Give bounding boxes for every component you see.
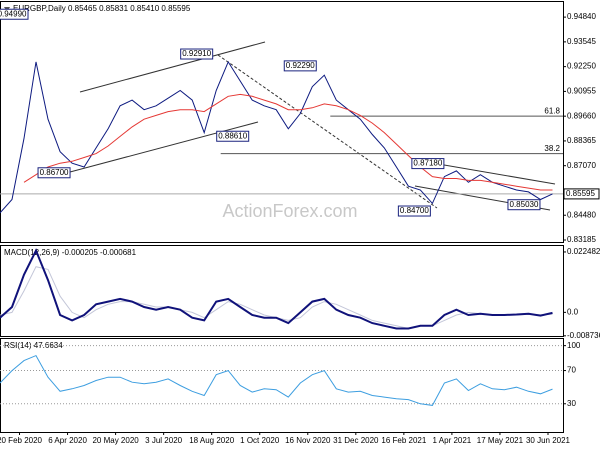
price-annotation: 0.92910 [182, 49, 211, 58]
price-annotation: 0.94990 [0, 9, 27, 18]
y-tick-label: -0.008736 [567, 331, 600, 340]
y-tick-label: 0.83185 [567, 235, 596, 244]
x-tick-label: 18 Aug 2020 [189, 436, 234, 445]
price-annotation-box [180, 48, 214, 60]
series-line [0, 354, 553, 406]
price-annotation: 0.87180 [413, 159, 442, 168]
macd-title: MACD(12,26,9) -0.000205 -0.000681 [4, 248, 137, 257]
price-annotation: 0.86700 [40, 168, 69, 177]
series-line [23, 93, 553, 191]
y-tick-label: 0.92250 [567, 62, 596, 71]
rsi-frame [0, 338, 564, 433]
x-tick-label: 20 May 2020 [92, 436, 139, 445]
x-tick-label: 17 May 2021 [477, 436, 524, 445]
y-tick-label: 70 [567, 366, 576, 375]
series-line [0, 60, 553, 214]
price-annotation: 0.85030 [510, 200, 539, 209]
price-annotation-box [37, 167, 71, 179]
x-tick-label: 16 Nov 2020 [285, 436, 331, 445]
price-annotation-box [397, 205, 431, 217]
fib-level-label: 61.8 [544, 106, 560, 115]
y-tick-label: 0.89660 [567, 111, 596, 120]
x-tick-label: 31 Dec 2020 [333, 436, 379, 445]
y-tick-label: 0.90955 [567, 87, 596, 96]
y-tick-label: 100 [567, 341, 581, 350]
y-tick-label: 30 [567, 399, 576, 408]
y-tick-label: 0.88365 [567, 136, 596, 145]
y-tick-label: 0.93545 [567, 37, 596, 46]
price-annotation-box [507, 199, 541, 211]
trend-line [79, 41, 266, 93]
macd-frame [0, 245, 564, 337]
fib-level-label: 38.2 [544, 144, 560, 153]
series-line [0, 248, 553, 330]
watermark: ActionForex.com [222, 201, 357, 221]
price-frame [0, 1, 564, 243]
y-tick-label: 0.87070 [567, 161, 596, 170]
price-annotation: 0.88610 [218, 131, 247, 140]
last-price-tag [563, 188, 600, 200]
x-tick-label: 20 Feb 2020 [0, 436, 43, 445]
x-tick-label: 6 Apr 2020 [48, 436, 87, 445]
x-tick-label: 1 Apr 2021 [433, 436, 472, 445]
price-annotation: 0.84700 [400, 206, 429, 215]
y-tick-label: 0.022482 [567, 247, 600, 256]
price-annotation-box [411, 158, 445, 170]
price-annotation: 0.92290 [286, 61, 315, 70]
price-annotation-box [0, 8, 29, 20]
trend-line [217, 54, 438, 209]
y-tick-label: 0.94840 [567, 12, 596, 21]
x-tick-label: 3 Jul 2020 [145, 436, 182, 445]
x-tick-label: 30 Jun 2021 [526, 436, 571, 445]
y-tick-label: 0.0 [567, 307, 579, 316]
x-tick-label: 16 Feb 2021 [381, 436, 426, 445]
price-annotation-box [216, 130, 250, 142]
last-price-label: 0.85595 [566, 189, 595, 198]
y-tick-label: 0.84480 [567, 210, 596, 219]
price-annotation-box [283, 60, 317, 72]
price-title: EURGBP,Daily 0.85465 0.85831 0.85410 0.8… [13, 4, 191, 13]
trend-line [69, 121, 259, 173]
x-tick-label: 1 Oct 2020 [240, 436, 280, 445]
